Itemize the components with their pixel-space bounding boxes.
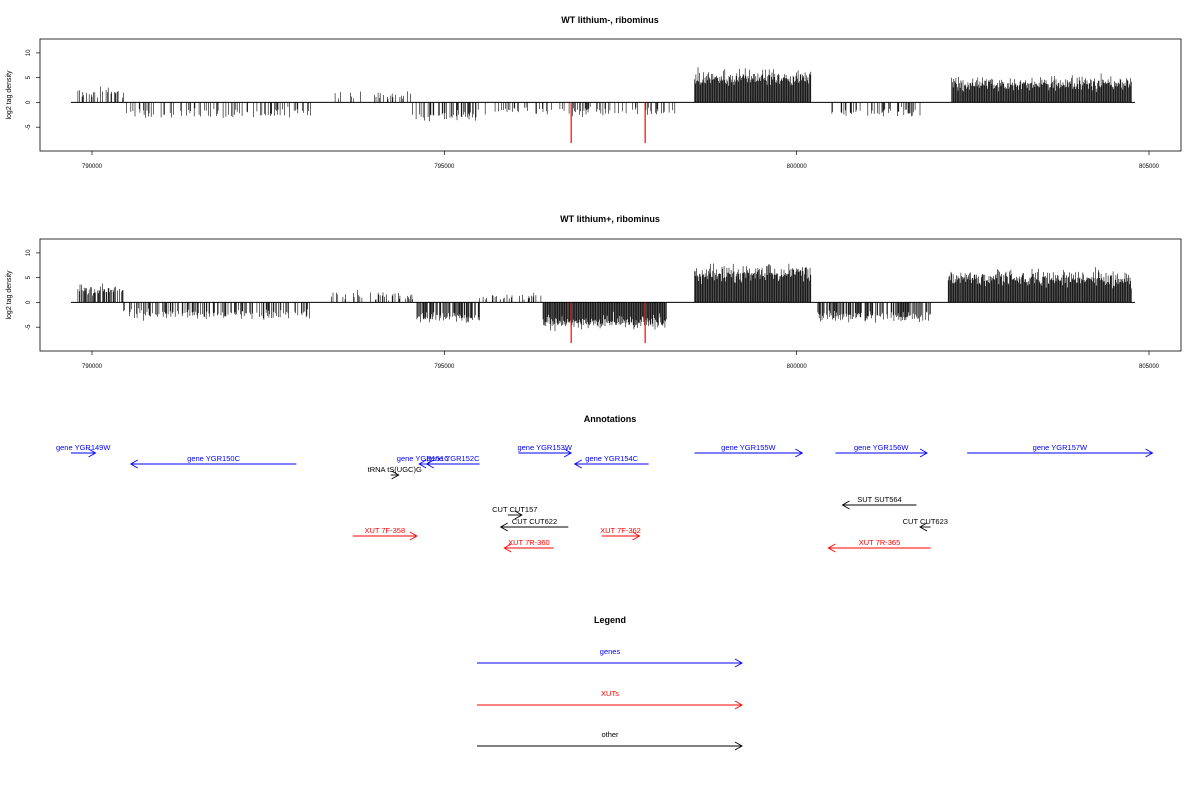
y-tick-label: 10	[26, 249, 32, 256]
annotation-arrow: XUT 7R-360	[504, 538, 553, 552]
annotation-label: gene YGR149W	[56, 443, 111, 452]
y-axis-label: log2 tag density	[6, 70, 13, 120]
legend: Legend genes XUTs other	[477, 615, 742, 750]
y-tick-label: 0	[26, 100, 32, 104]
x-axis: 790000 795000 800000 805000	[82, 351, 1160, 370]
annotation-label: gene YGR155W	[721, 443, 776, 452]
y-tick-label: 5	[26, 75, 32, 79]
annotation-arrow: XUT 7R-365	[828, 538, 930, 552]
annotation-label: XUT 7F-358	[364, 526, 405, 535]
annotation-label: gene YGR157W	[1033, 443, 1088, 452]
legend-label: XUTs	[601, 689, 619, 698]
y-axis: -5 0 5 10	[26, 49, 40, 130]
legend-entry: genes	[477, 647, 742, 667]
x-tick-label: 795000	[434, 364, 455, 370]
annotation-arrow: CUT CUT623	[903, 517, 948, 531]
y-tick-label: 10	[26, 49, 32, 56]
x-tick-label: 790000	[82, 164, 103, 170]
x-tick-label: 790000	[82, 364, 103, 370]
plot-frame	[40, 39, 1181, 151]
annotations-title: Annotations	[584, 414, 637, 424]
annotation-arrow: SUT SUT564	[842, 495, 916, 509]
chart-panel-lithium-plus: WT lithium+, ribominus log2 tag density …	[6, 214, 1181, 370]
annotation-arrow: tRNA tS(UGC)G	[368, 465, 422, 479]
annotation-arrow: gene YGR152C	[427, 454, 480, 468]
annotation-arrow: gene YGR157W	[967, 443, 1152, 457]
plot-frame	[40, 239, 1181, 351]
annotation-arrow: gene YGR154C	[575, 454, 649, 468]
legend-label: genes	[600, 647, 621, 656]
annotation-arrow: gene YGR155W	[694, 443, 802, 457]
x-tick-label: 805000	[1139, 364, 1160, 370]
annotation-arrow: CUT CUT622	[501, 517, 569, 531]
annotation-arrow: gene YGR149W	[56, 443, 111, 457]
y-tick-label: 0	[26, 300, 32, 304]
annotation-label: gene YGR153W	[517, 443, 572, 452]
legend-entries: genes XUTs other	[477, 647, 742, 750]
signal-bars	[71, 67, 1135, 121]
annotation-label: CUT CUT622	[512, 517, 557, 526]
annotation-label: gene YGR150C	[187, 454, 240, 463]
x-tick-label: 800000	[787, 164, 808, 170]
y-axis-label: log2 tag density	[6, 270, 13, 320]
annotation-label: SUT SUT564	[857, 495, 901, 504]
annotation-arrow: XUT 7F-362	[600, 526, 641, 540]
legend-label: other	[601, 730, 619, 739]
annotation-label: CUT CUT157	[492, 505, 537, 514]
y-tick-label: -5	[26, 124, 32, 130]
figure-canvas: WT lithium-, ribominus log2 tag density …	[0, 0, 1200, 800]
annotation-arrow: gene YGR153W	[517, 443, 572, 457]
chart-panel-lithium-minus: WT lithium-, ribominus log2 tag density …	[6, 15, 1181, 170]
annotation-label: CUT CUT623	[903, 517, 948, 526]
annotation-label: tRNA tS(UGC)G	[368, 465, 422, 474]
annotation-label: gene YGR154C	[585, 454, 638, 463]
x-tick-label: 795000	[434, 164, 455, 170]
annotation-arrow: gene YGR156W	[835, 443, 927, 457]
annotation-label: gene YGR152C	[427, 454, 480, 463]
x-tick-label: 800000	[787, 364, 808, 370]
legend-title: Legend	[594, 615, 626, 625]
annotation-label: gene YGR156W	[854, 443, 909, 452]
annotation-arrow: gene YGR150C	[131, 454, 297, 468]
legend-entry: other	[477, 730, 742, 750]
annotation-label: XUT 7F-362	[600, 526, 641, 535]
annotation-arrow: XUT 7F-358	[353, 526, 417, 540]
panel-title: WT lithium+, ribominus	[560, 214, 660, 224]
y-axis: -5 0 5 10	[26, 249, 40, 330]
x-axis: 790000 795000 800000 805000	[82, 151, 1160, 170]
panel-title: WT lithium-, ribominus	[561, 15, 659, 25]
legend-entry: XUTs	[477, 689, 742, 709]
annotation-label: XUT 7R-360	[508, 538, 550, 547]
x-tick-label: 805000	[1139, 164, 1160, 170]
y-tick-label: 5	[26, 275, 32, 279]
y-tick-label: -5	[26, 324, 32, 330]
signal-bars	[71, 264, 1135, 332]
annotation-label: XUT 7R-365	[859, 538, 901, 547]
annotation-track: Annotations gene YGR149W gene YGR150C gene…	[56, 414, 1153, 552]
